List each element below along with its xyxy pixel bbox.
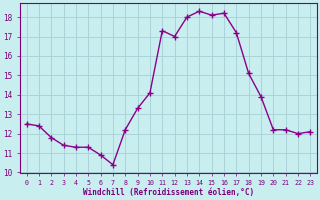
X-axis label: Windchill (Refroidissement éolien,°C): Windchill (Refroidissement éolien,°C): [83, 188, 254, 197]
